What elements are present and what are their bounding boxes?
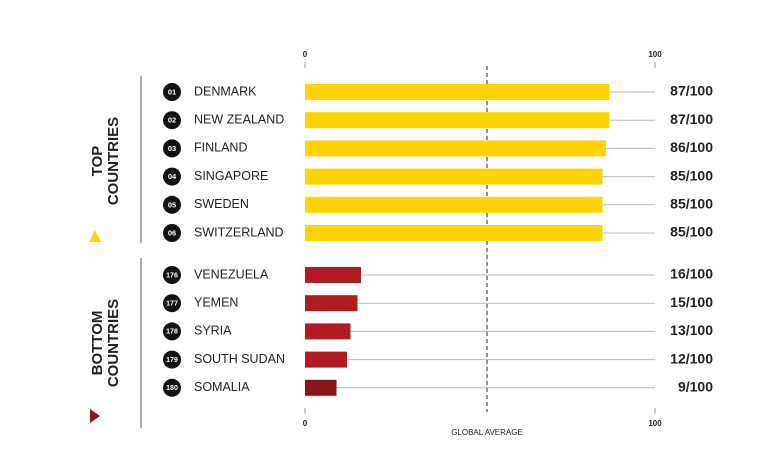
rank-badge [163,322,181,341]
country-label: VENEZUELA [194,267,269,281]
bar [305,168,603,185]
rank-badge [163,378,181,397]
rank-label: 176 [166,272,178,279]
rank-label: 02 [168,116,176,125]
rank-label: 180 [166,385,178,392]
value-label: 15/100 [670,294,713,310]
x-tick-label: 100 [648,50,662,59]
value-label: 85/100 [670,167,713,183]
x-tick-label: 0 [303,419,308,428]
x-tick-label: 0 [303,50,308,59]
country-label: FINLAND [194,141,247,155]
value-label: 16/100 [670,266,713,282]
value-label: 13/100 [670,322,713,338]
group-label: BOTTOM [89,311,106,376]
value-label: 85/100 [670,196,713,212]
bar [305,295,358,312]
rank-badge [163,111,181,130]
value-label: 87/100 [670,111,713,127]
bar [305,379,337,396]
bar [305,140,606,157]
rank-badge [163,294,181,313]
value-label: 9/100 [678,379,713,395]
country-label: DENMARK [194,84,257,98]
value-label: 85/100 [670,224,713,240]
country-label: SWITZERLAND [194,225,284,239]
rank-label: 01 [168,87,176,96]
rank-badge [163,350,181,369]
value-label: 86/100 [670,139,713,155]
bar [305,225,603,241]
country-label: SYRIA [194,324,232,338]
global-average-label: GLOBAL AVERAGE [451,428,523,437]
bar [305,84,610,100]
rank-label: 05 [168,200,176,209]
rank-label: 179 [166,357,178,364]
rank-badge [163,224,181,242]
country-label: SWEDEN [194,197,249,211]
country-label: YEMEN [194,295,238,309]
rank-label: 03 [168,144,176,153]
bar [305,323,351,340]
group-label: COUNTRIES [105,117,122,205]
rank-label: 177 [166,301,178,308]
rank-label: 178 [166,329,178,336]
x-tick-label: 100 [648,419,662,428]
group-label: COUNTRIES [105,299,122,387]
rank-badge [163,139,181,158]
value-label: 87/100 [670,83,713,99]
bar [305,351,347,368]
rank-badge [163,266,181,284]
rank-label: 06 [168,228,176,237]
rank-badge [163,167,181,186]
group-marker [90,409,100,423]
group-marker [89,230,101,242]
bar [305,267,361,283]
country-label: SINGAPORE [194,169,268,183]
value-label: 12/100 [670,350,713,366]
country-label: NEW ZEALAND [194,112,284,126]
bar [305,112,610,129]
rank-badge [163,83,181,101]
group-label: TOP [89,146,106,177]
bar [305,196,603,213]
rank-badge [163,195,181,214]
country-label: SOUTH SUDAN [194,352,285,366]
country-label: SOMALIA [194,380,250,394]
rank-label: 04 [168,172,177,181]
